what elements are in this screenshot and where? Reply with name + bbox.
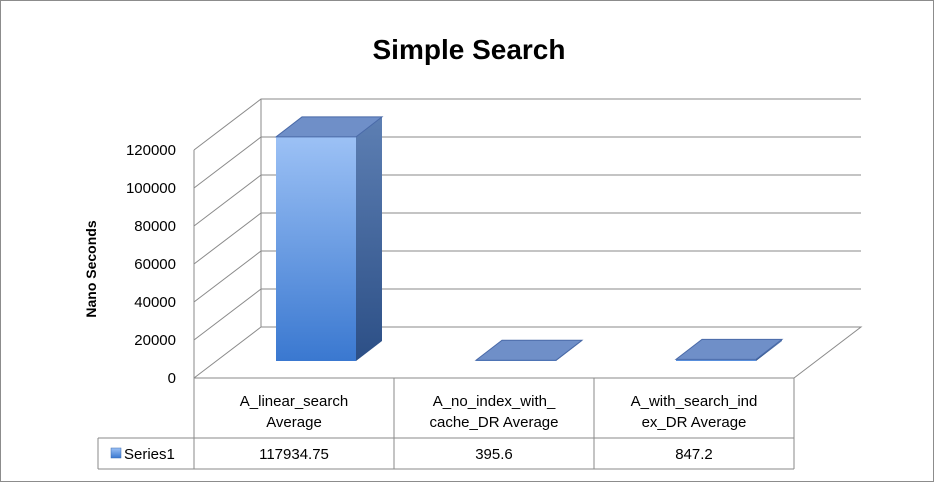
- bar-front: [276, 136, 356, 361]
- bars: [274, 116, 784, 361]
- chart-title: Simple Search: [373, 34, 566, 65]
- floor-outline: [193, 326, 863, 379]
- bar-side: [356, 116, 382, 361]
- data-label: 847.2: [675, 446, 713, 463]
- y-tick-label: 40000: [134, 294, 176, 311]
- data-table: A_linear_search Average A_no_index_with_ ca…: [97, 377, 795, 470]
- bar: [674, 338, 784, 361]
- bar-top: [474, 339, 584, 361]
- legend-key: [110, 447, 122, 459]
- bar-top: [674, 338, 784, 360]
- legend-series-name: Series1: [124, 446, 175, 463]
- bar: [474, 339, 584, 361]
- bar: [274, 116, 384, 361]
- bar-front: [676, 359, 756, 361]
- y-tick-label: 80000: [134, 218, 176, 235]
- y-axis-label: Nano Seconds: [83, 220, 99, 317]
- data-label: 117934.75: [259, 446, 329, 463]
- y-tick-label: 100000: [126, 180, 176, 197]
- x-tick-label: A_linear_search Average: [240, 393, 348, 431]
- y-tick-label: 20000: [134, 332, 176, 349]
- gridlines: [193, 98, 863, 379]
- x-tick-label: A_with_search_ind ex_DR Average: [631, 393, 758, 431]
- y-tick-labels: 0 20000 40000 60000 80000 100000 120000: [126, 142, 176, 387]
- y-tick-label: 60000: [134, 256, 176, 273]
- y-tick-label: 120000: [126, 142, 176, 159]
- y-tick-label: 0: [168, 370, 176, 387]
- bar-top: [274, 116, 384, 138]
- x-tick-label: A_no_index_with_ cache_DR Average: [430, 393, 559, 431]
- data-label: 395.6: [475, 446, 513, 463]
